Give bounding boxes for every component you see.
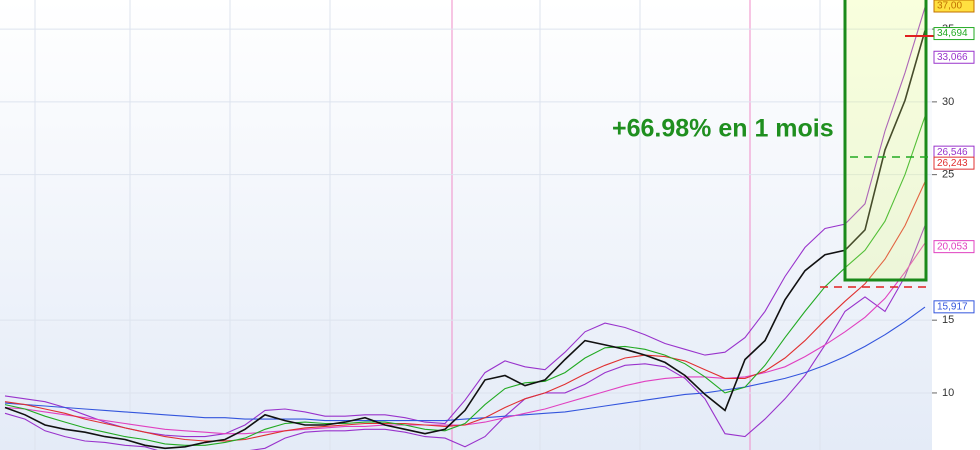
price-label-box [933, 240, 975, 254]
annotation: +66.98% en 1 mois [612, 115, 834, 143]
price-label: 15,917 [937, 301, 968, 312]
y-tick-label: 10 [942, 387, 954, 399]
plot-area [0, 0, 932, 450]
series-line [4, 7, 926, 438]
price-label: 26,546 [937, 147, 968, 158]
series-group [4, 7, 926, 450]
y-tick-label: 15 [942, 314, 954, 326]
horizontal-grid [0, 28, 932, 394]
price-label-box [933, 27, 975, 41]
series-line [4, 181, 926, 442]
price-label: 33,066 [937, 52, 968, 63]
price-label-box [933, 0, 975, 13]
series-line [4, 225, 926, 450]
highlight-box [843, 0, 928, 282]
price-label: 37,00 [937, 1, 962, 12]
vertical-grid [34, 0, 821, 450]
series-line [4, 30, 926, 450]
series-line [4, 306, 926, 422]
price-label: 20,053 [937, 241, 968, 252]
y-axis: 101525303537,0034,69433,06626,54626,2432… [932, 0, 975, 399]
axis-area [932, 0, 980, 450]
price-label-box [933, 300, 975, 314]
price-label: 26,243 [937, 158, 968, 169]
y-tick-label: 25 [942, 169, 954, 181]
price-label-box [933, 156, 975, 170]
y-tick-label: 30 [942, 96, 954, 108]
price-label: 34,694 [937, 28, 968, 39]
series-line [4, 116, 926, 446]
price-label-box [933, 50, 975, 64]
